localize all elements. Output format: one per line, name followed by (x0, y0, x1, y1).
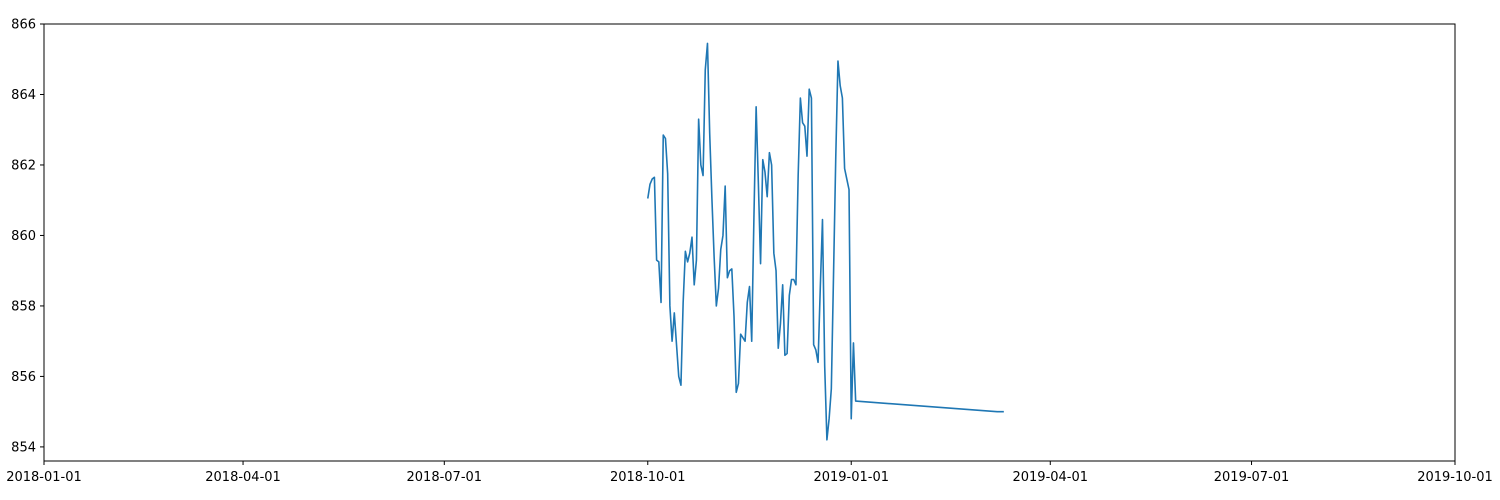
x-axis: 2018-01-01 2018-04-01 2018-07-01 2018-10-01… (6, 461, 1493, 485)
y-tick-label: 856 (11, 370, 36, 385)
x-tick-label: 2019-01-01 (813, 470, 889, 485)
x-tick-label: 2018-07-01 (407, 470, 483, 485)
axes-frame (43, 23, 1456, 462)
y-tick-label: 862 (11, 158, 36, 173)
y-tick-label: 858 (11, 299, 36, 314)
y-tick-label: 854 (11, 440, 36, 455)
x-tick-label: 2018-10-01 (610, 470, 686, 485)
y-axis: 854 856 858 860 862 864 866 (11, 18, 44, 455)
x-tick-label: 2018-04-01 (205, 470, 281, 485)
x-tick-label: 2018-01-01 (6, 470, 82, 485)
y-tick-label: 860 (11, 229, 36, 244)
x-tick-label: 2019-04-01 (1012, 470, 1088, 485)
y-tick-label: 864 (11, 88, 36, 103)
series-line-0 (646, 42, 1004, 441)
x-tick-label: 2019-10-01 (1417, 470, 1493, 485)
y-tick-label: 866 (11, 18, 36, 33)
x-tick-label: 2019-07-01 (1214, 470, 1290, 485)
plot-area (646, 42, 1004, 441)
